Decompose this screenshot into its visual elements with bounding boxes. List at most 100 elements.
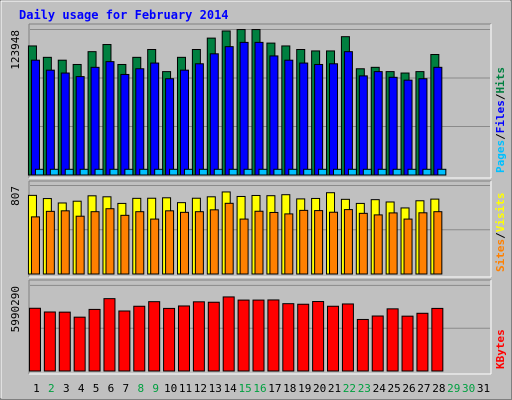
bar-pages-day-8 — [139, 168, 149, 176]
bar-kbytes-day-26 — [401, 315, 414, 372]
bar-pages-day-26 — [407, 168, 417, 176]
bar-sites-day-11 — [179, 211, 189, 275]
bar-pages-day-25 — [392, 168, 402, 176]
bar-sites-day-27 — [418, 212, 428, 275]
legend-entry-hits: Hits — [494, 67, 507, 94]
x-tick-day-18: 18 — [283, 382, 296, 395]
bar-sites-day-13 — [209, 209, 219, 275]
bar-kbytes-day-9 — [148, 301, 161, 372]
bar-pages-day-27 — [422, 168, 432, 176]
bar-kbytes-day-12 — [192, 301, 205, 372]
bar-pages-day-1 — [34, 168, 44, 176]
x-tick-day-13: 13 — [209, 382, 222, 395]
bar-sites-day-19 — [299, 209, 309, 275]
bar-files-day-1 — [30, 59, 40, 176]
bar-kbytes-day-3 — [58, 311, 71, 372]
bar-pages-day-24 — [377, 168, 387, 176]
bar-files-day-4 — [75, 76, 85, 176]
bar-files-day-8 — [135, 68, 145, 176]
bar-sites-day-4 — [75, 215, 85, 275]
legend-entry-kbytes: KBytes — [494, 329, 507, 369]
bar-pages-day-14 — [228, 168, 238, 176]
bar-files-day-23 — [358, 75, 368, 176]
bar-sites-day-25 — [388, 212, 398, 275]
x-tick-day-11: 11 — [179, 382, 192, 395]
bar-kbytes-day-10 — [163, 307, 176, 372]
legend-entry-pages: Pages — [494, 140, 507, 173]
bar-pages-day-10 — [169, 168, 179, 176]
bar-sites-day-16 — [254, 210, 264, 275]
x-tick-day-7: 7 — [123, 382, 130, 395]
bar-pages-day-7 — [124, 168, 134, 176]
bar-files-day-2 — [45, 69, 55, 176]
bar-files-day-7 — [120, 73, 130, 176]
x-tick-day-14: 14 — [224, 382, 238, 395]
bar-pages-day-4 — [79, 168, 89, 176]
bar-kbytes-day-6 — [103, 298, 116, 372]
x-tick-day-22: 22 — [343, 382, 356, 395]
x-tick-day-31: 31 — [477, 382, 490, 395]
legend-separator: / — [494, 232, 507, 239]
bar-kbytes-day-16 — [252, 299, 265, 372]
bar-sites-day-1 — [30, 216, 40, 275]
bar-pages-day-2 — [49, 168, 59, 176]
bar-pages-day-5 — [94, 168, 104, 176]
bar-pages-day-20 — [318, 168, 328, 176]
x-tick-day-12: 12 — [194, 382, 207, 395]
bar-kbytes-day-17 — [267, 299, 280, 372]
bar-sites-day-24 — [373, 214, 383, 275]
y-max-label: 807 — [9, 186, 22, 206]
bar-files-day-28 — [433, 66, 443, 176]
bar-files-day-19 — [299, 62, 309, 176]
x-tick-day-15: 15 — [238, 382, 251, 395]
bar-kbytes-day-23 — [356, 318, 369, 372]
bar-sites-day-15 — [239, 218, 249, 275]
bar-sites-day-7 — [120, 214, 130, 275]
legend-entry-visits: Visits — [494, 193, 507, 233]
bar-sites-day-28 — [433, 211, 443, 275]
bar-pages-day-21 — [333, 168, 343, 176]
bar-pages-day-22 — [347, 168, 357, 176]
bar-kbytes-day-27 — [416, 312, 429, 372]
bar-sites-day-5 — [90, 211, 100, 275]
bar-kbytes-day-13 — [207, 301, 220, 372]
panel-kbytes: 5990290 KBytes — [9, 279, 507, 375]
bar-pages-day-19 — [303, 168, 313, 176]
bar-kbytes-day-18 — [282, 303, 295, 372]
bar-files-day-6 — [105, 61, 115, 176]
bar-files-day-17 — [269, 55, 279, 176]
bar-pages-day-13 — [213, 168, 223, 176]
bar-pages-day-17 — [273, 168, 283, 176]
x-tick-day-17: 17 — [268, 382, 281, 395]
bar-sites-day-26 — [403, 218, 413, 275]
x-tick-day-10: 10 — [164, 382, 177, 395]
bar-sites-day-22 — [343, 209, 353, 275]
bar-kbytes-day-5 — [88, 308, 101, 372]
bar-files-day-22 — [343, 51, 353, 176]
bar-sites-day-17 — [269, 211, 279, 275]
x-tick-day-21: 21 — [328, 382, 341, 395]
legend-separator: / — [494, 93, 507, 100]
bar-files-day-21 — [329, 63, 339, 176]
bar-pages-day-12 — [198, 168, 208, 176]
bar-pages-day-28 — [437, 168, 447, 176]
x-tick-day-3: 3 — [63, 382, 70, 395]
x-tick-day-24: 24 — [373, 382, 387, 395]
bar-files-day-12 — [194, 63, 204, 176]
x-tick-day-20: 20 — [313, 382, 326, 395]
x-tick-day-28: 28 — [432, 382, 445, 395]
legend-hits-files-pages: Pages/Files/Hits — [494, 67, 507, 173]
bar-files-day-27 — [418, 78, 428, 176]
bar-kbytes-day-15 — [237, 299, 250, 372]
bar-files-day-14 — [224, 46, 234, 176]
bar-kbytes-day-2 — [43, 311, 56, 372]
bar-sites-day-20 — [314, 210, 324, 275]
bar-kbytes-day-21 — [327, 305, 340, 372]
x-axis-labels: 1 2 3 4 5 6 7 8 9 10 11 12 13 14 15 16 17 18 19 20 21 22 23 24 2… — [33, 382, 490, 395]
bar-sites-day-6 — [105, 208, 115, 275]
x-tick-day-1: 1 — [33, 382, 40, 395]
bar-pages-day-16 — [258, 168, 268, 176]
x-tick-day-9: 9 — [152, 382, 159, 395]
bar-kbytes-day-1 — [28, 307, 41, 372]
